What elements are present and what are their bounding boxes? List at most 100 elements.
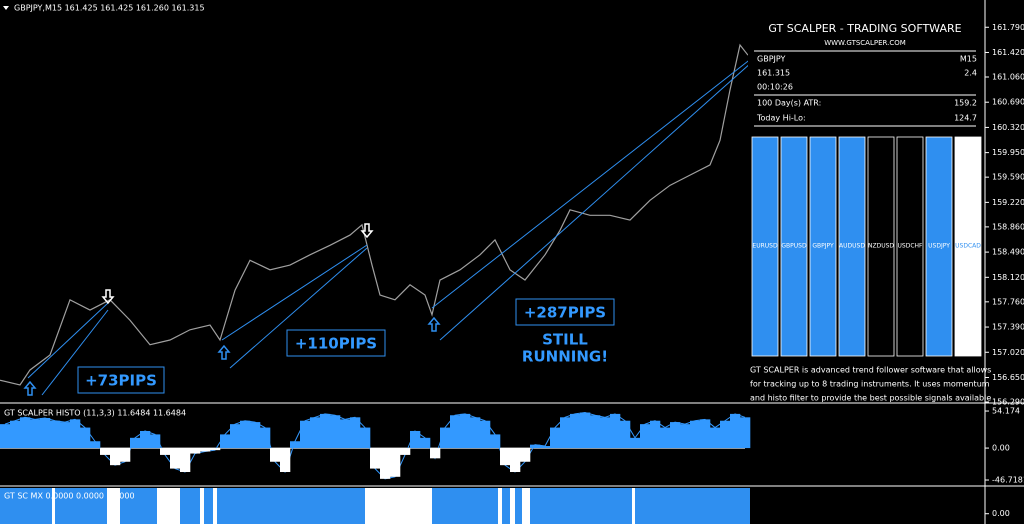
histo-bar-up <box>740 417 751 449</box>
histo-bar-up <box>600 417 611 449</box>
histo-bar-up <box>40 417 51 449</box>
y-tick-label: 158.490 <box>992 248 1024 257</box>
signal-off <box>510 488 515 524</box>
info-panel: GT SCALPER - TRADING SOFTWARE WWW.GTSCAL… <box>748 14 991 404</box>
sell-arrows <box>101 223 374 305</box>
atr-label: 100 Day(s) ATR: <box>757 99 821 108</box>
histo-bar-down <box>390 448 401 477</box>
histo-bar-up <box>460 413 471 449</box>
histo-bar-up <box>60 422 71 449</box>
panel-title: GT SCALPER HISTO (11,3,3) 11.6484 11.648… <box>4 409 186 418</box>
menu-triangle <box>3 6 9 10</box>
histo-bar-down <box>430 448 441 459</box>
histo-bar-up <box>590 415 601 449</box>
trend-line <box>229 247 368 369</box>
panel-title: GBPJPY,M15 161.425 161.425 161.260 161.3… <box>14 4 205 13</box>
hilo-value: 124.7 <box>954 114 977 123</box>
histo-bar-up <box>240 420 251 449</box>
histo-bar-up <box>720 420 731 449</box>
annotation-box <box>77 366 165 394</box>
histo-bar-up <box>530 444 541 449</box>
y-tick-label: 161.790 <box>992 23 1024 32</box>
histo-bar-up <box>550 427 561 449</box>
pair-label: USDCAD <box>955 243 981 250</box>
pair-column <box>838 136 866 357</box>
histo-bar-up <box>310 417 321 449</box>
pair-column <box>896 136 924 357</box>
annotation: +73PIPS <box>85 372 157 390</box>
histo-bar-up <box>470 417 481 449</box>
signal-off <box>52 488 55 524</box>
up-arrow <box>217 344 231 360</box>
y-tick-label: 160.320 <box>992 123 1024 132</box>
annotation: RUNNING! <box>522 348 608 366</box>
y-tick-label: 158.120 <box>992 273 1024 282</box>
y-tick-label: -46.7181 <box>992 476 1024 485</box>
histo-bar-up <box>30 419 41 449</box>
histo-bar-up <box>70 419 81 449</box>
histo-bar-down <box>270 448 281 462</box>
histo-bar-down <box>200 448 211 452</box>
signal-off <box>365 488 432 524</box>
signal-off <box>498 488 502 524</box>
histo-bar-up <box>10 420 21 449</box>
signal-off <box>200 488 204 524</box>
histo-bar-up <box>490 434 501 449</box>
pair-column <box>925 136 953 357</box>
description-line: for tracking up to 8 trading instruments… <box>750 380 990 389</box>
histo-bar-up <box>660 427 671 449</box>
pair-column <box>867 136 895 357</box>
histo-bar-up <box>480 420 491 449</box>
histo-bar-up <box>410 430 421 449</box>
histo-bar-up <box>330 415 341 449</box>
histo-bar-up <box>540 446 551 449</box>
histo-bar-up <box>0 424 11 449</box>
histo-bar-up <box>320 413 331 449</box>
pair-columns: EURUSD GBPUSD GBPJPY AUDUSD NZDUSD USDCHF USDJ… <box>751 136 982 357</box>
atr-value: 159.2 <box>954 99 977 108</box>
y-tick-label: 157.020 <box>992 348 1024 357</box>
price-line <box>0 43 749 386</box>
trend-line <box>221 244 368 341</box>
y-tick-label: 158.860 <box>992 222 1024 231</box>
histo-bar-down <box>370 448 381 469</box>
histo-bar-down <box>520 448 531 462</box>
timeframe: M15 <box>960 55 977 64</box>
histo-bar-up <box>80 427 91 449</box>
histo-bar-up <box>290 441 301 449</box>
y-tick-label: 161.060 <box>992 72 1024 81</box>
y-tick-label: 161.420 <box>992 48 1024 57</box>
down-arrow <box>360 223 374 239</box>
trend-line <box>27 302 109 379</box>
histo-bar-up <box>130 437 141 449</box>
up-arrow <box>427 316 441 332</box>
pair-column <box>954 136 982 357</box>
y-tick-label: 157.760 <box>992 297 1024 306</box>
histo-bar-down <box>500 448 511 466</box>
histo-bar-up <box>710 427 721 449</box>
hilo-label: Today Hi-Lo: <box>756 114 806 123</box>
signal-off <box>213 488 217 524</box>
histo-bar-down <box>510 448 521 473</box>
trend-line <box>431 57 753 309</box>
histo-bar-down <box>180 448 191 473</box>
histo-bar-down <box>120 448 131 462</box>
annotation: +287PIPS <box>524 304 606 322</box>
plot-layer <box>0 43 751 524</box>
histo-bar-up <box>620 420 631 449</box>
histo-bar-up <box>350 417 361 449</box>
description-line: GT SCALPER is advanced trend follower so… <box>750 366 991 375</box>
symbol: GBPJPY <box>757 55 786 64</box>
down-arrow <box>101 289 115 305</box>
y-tick-label: 159.220 <box>992 198 1024 207</box>
histo-bar-up <box>90 441 101 449</box>
y-tick-label: 156.290 <box>992 398 1024 407</box>
histo-bar-up <box>50 420 61 449</box>
histo-bar-up <box>20 417 31 449</box>
signal-off <box>107 488 120 524</box>
y-tick-label: 159.590 <box>992 173 1024 182</box>
histo-bar-up <box>680 424 691 449</box>
signal-off <box>157 488 180 524</box>
